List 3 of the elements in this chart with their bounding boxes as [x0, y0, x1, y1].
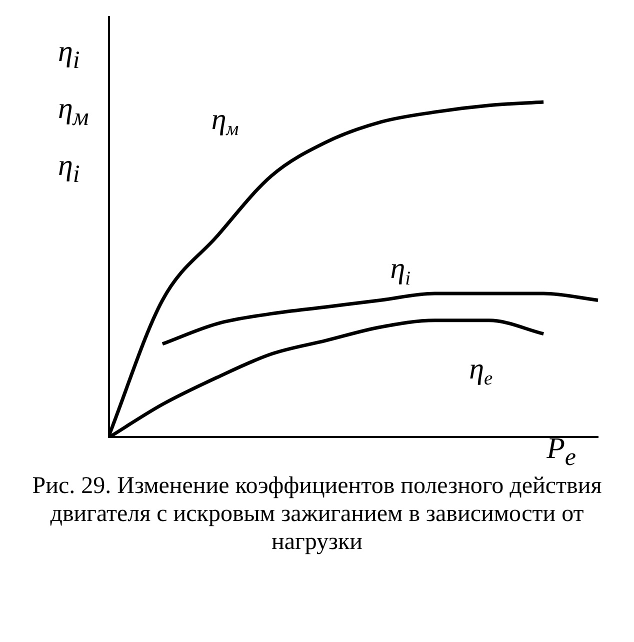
- y-axis-title: η$_{i}$ η$_{м}$ η$_{i}$: [58, 34, 90, 190]
- text: Рис. 29. Изменение коэффициентов полезного действия двигателя с искровым зажиганием в зависимости от нагрузки: [31, 472, 603, 556]
- x-axis-title: P$_{e}$: [546, 432, 577, 472]
